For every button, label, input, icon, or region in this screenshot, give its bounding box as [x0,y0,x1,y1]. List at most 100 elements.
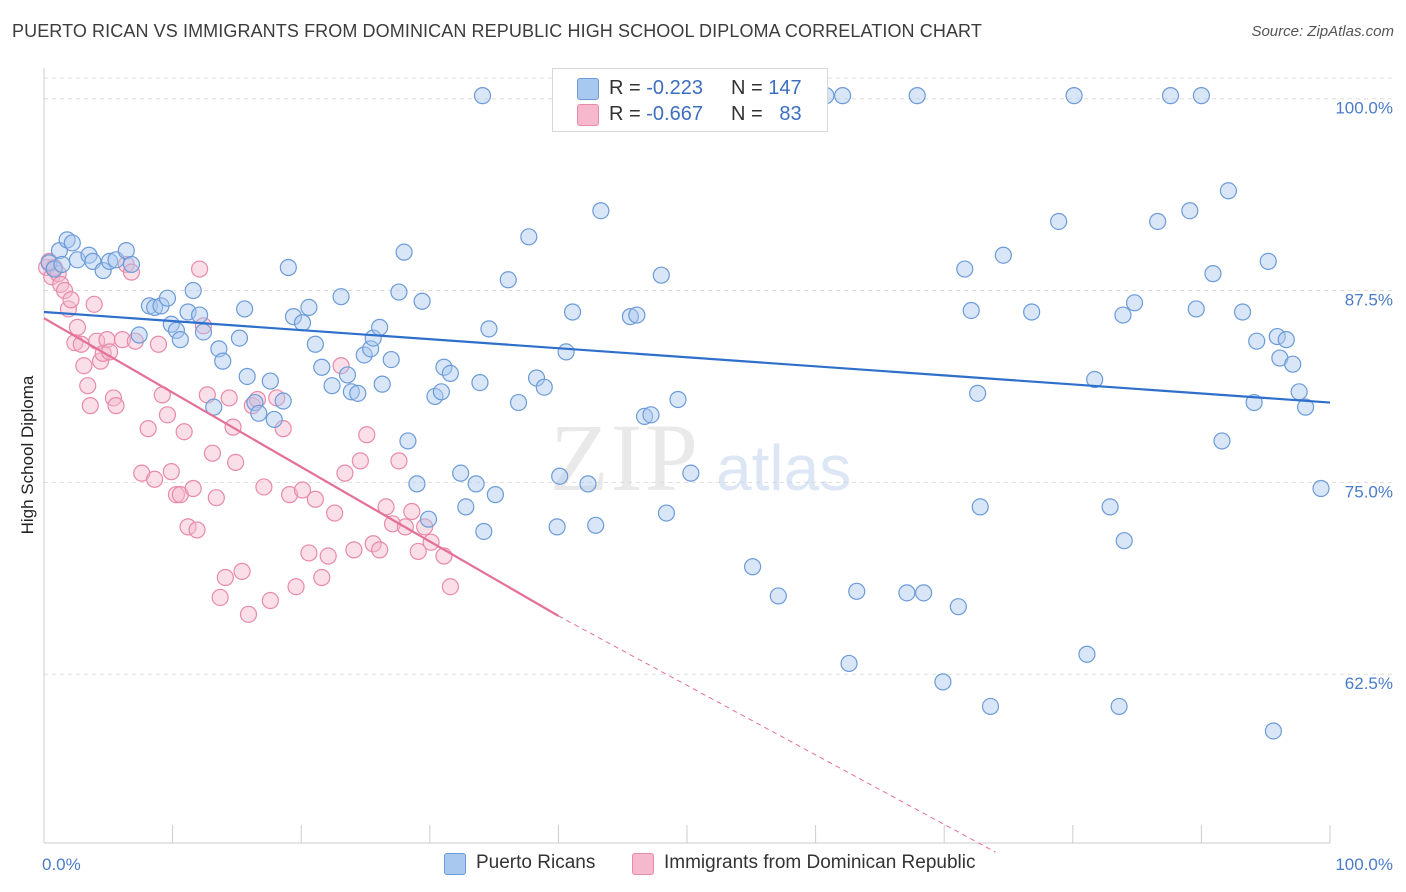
puerto-rican-point [1110,697,1128,716]
puerto-rican-point [1213,432,1231,450]
puerto-rican-trend-line [43,310,1331,404]
dominican-point [300,544,318,562]
dominican-point [194,317,213,335]
dominican-point [139,420,157,438]
puerto-rican-point [1284,355,1302,373]
puerto-rican-point [373,375,391,393]
dominican-point [364,535,382,553]
puerto-rican-point [1219,182,1238,200]
dominican-point [203,444,222,462]
puerto-rican-point [1023,303,1041,321]
source-label: Source: ZipAtlas.com [1251,23,1394,40]
puerto-rican-point [682,464,700,482]
puerto-rican-point [587,516,605,534]
puerto-rican-point [1312,479,1330,498]
dominican-trend-line [43,317,559,617]
puerto-rican-point [419,510,438,528]
legend-n-value: 147 [768,77,802,99]
puerto-rican-point [908,87,926,105]
dominican-point [274,420,292,438]
puerto-rican-point [332,288,350,306]
puerto-rican-point [435,358,453,376]
legend-n-value: 83 [779,103,802,125]
legend-swatch-blue [577,78,599,100]
dominican-point [167,486,186,504]
puerto-rican-point [981,697,1000,716]
puerto-rican-point [371,318,389,336]
puerto-rican-point [250,404,268,422]
puerto-rican-point [1078,645,1096,663]
puerto-rican-point [473,87,492,105]
puerto-rican-point [499,271,517,289]
x-tick-label-max: 100.0% [1335,855,1393,874]
puerto-rican-point [898,584,916,602]
puerto-rican-point [971,498,989,516]
puerto-rican-point [1086,370,1104,389]
puerto-rican-point [284,308,303,326]
puerto-rican-point [1204,265,1222,283]
dominican-point [207,489,225,507]
dominican-point [216,568,234,587]
puerto-rican-point [130,326,148,344]
puerto-rican-point [100,252,119,270]
puerto-rican-point [471,374,489,392]
puerto-rican-point [579,475,597,493]
legend-r: R = -0.667 [609,103,703,125]
puerto-rican-point [1114,306,1132,324]
legend-n: N = 147 [731,77,802,99]
puerto-rican-point [621,308,640,326]
puerto-rican-point [191,306,209,324]
dominican-point [149,335,168,353]
puerto-rican-point [1115,532,1133,550]
watermark: ZIP atlas [550,404,851,511]
dominican-point [281,486,299,504]
puerto-rican-point [1296,398,1315,416]
puerto-rican-point [1181,202,1199,220]
legend-r-value: -0.223 [646,77,703,99]
puerto-rican-point [635,407,654,425]
dominican-point [255,478,273,496]
puerto-rican-point [382,350,400,369]
watermark-zip: ZIP [550,404,700,511]
dominican-point [239,605,258,623]
dominican-point [358,426,376,444]
puerto-rican-point [395,243,413,261]
puerto-rican-point [236,300,254,318]
puerto-rican-point [413,292,431,310]
chart-title: PUERTO RICAN VS IMMIGRANTS FROM DOMINICA… [12,21,982,41]
puerto-rican-point [432,383,450,401]
dominican-point [68,318,87,336]
puerto-rican-point [652,266,670,284]
puerto-rican-points [40,87,1330,740]
puerto-rican-point [184,281,202,300]
dominican-point [113,331,132,349]
puerto-rican-point [293,314,312,332]
puerto-rican-point [962,301,980,320]
puerto-rican-point [1149,212,1167,231]
puerto-rican-point [457,498,475,516]
puerto-rican-point [279,258,297,277]
axes [43,68,1331,844]
dominican-point [184,479,202,498]
series-label: Puerto Ricans [476,852,596,873]
puerto-rican-point [956,260,974,278]
puerto-rican-point [342,383,360,401]
puerto-rican-point [743,558,762,576]
puerto-rican-point [349,384,367,402]
x-tick-label-min: 0.0% [42,855,81,874]
puerto-rican-point [535,378,553,396]
puerto-rican-point [475,522,493,541]
dominican-point [107,397,125,415]
dominican-point [248,390,267,409]
puerto-rican-point [313,358,331,376]
dominican-point [220,389,238,407]
dominican-point [145,470,164,488]
dominican-point [188,521,206,539]
dominican-point [345,541,363,559]
puerto-rican-point [1268,327,1286,346]
puerto-rican-point [300,298,318,317]
dominican-point [319,547,337,565]
series-label: Immigrants from Dominican Republic [664,852,976,873]
puerto-rican-point [399,432,417,450]
